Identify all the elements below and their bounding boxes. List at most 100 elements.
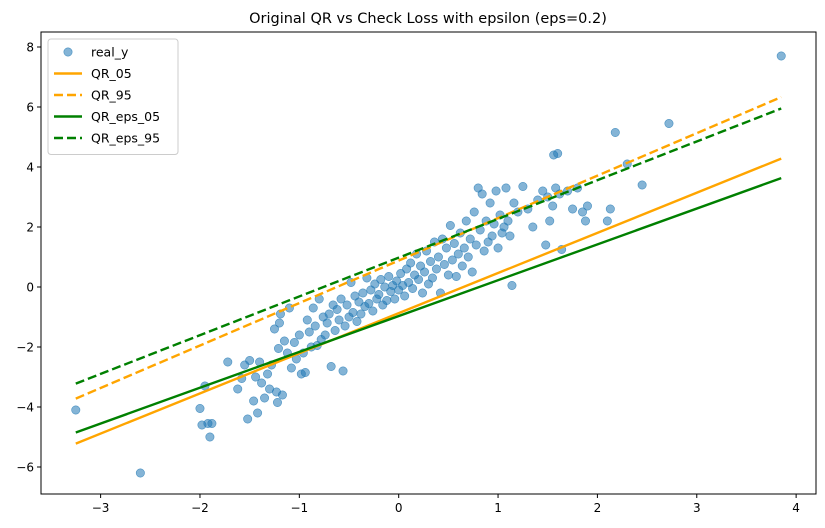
scatter-point [503,216,513,226]
scatter-point [348,307,358,317]
scatter-point [326,361,336,371]
scatter-point [469,207,479,217]
scatter-point [396,268,406,278]
scatter-point [414,274,424,284]
scatter-point [406,258,416,268]
scatter-point [330,325,340,335]
scatter-point [302,315,312,325]
scatter-point [505,231,515,241]
scatter-point [322,318,332,328]
legend-label: QR_eps_05 [91,109,160,124]
scatter-point [289,337,299,347]
legend-box [47,38,179,155]
x-tick-label: 0 [395,501,403,515]
scatter-point [243,414,253,424]
scatter-point [233,384,243,394]
scatter-point [420,267,430,277]
series-line-qr-eps-05 [75,176,782,434]
scatter-point [479,246,489,256]
scatter-point [445,221,455,231]
scatter-point [545,216,555,226]
legend-marker [63,47,73,57]
scatter-point [637,180,647,190]
x-tick-label: −2 [191,501,209,515]
scatter-point [485,198,495,208]
scatter-point [610,128,620,138]
scatter-point [342,300,352,310]
legend-label: real_y [91,45,129,60]
scatter-point [602,216,612,226]
y-tick-label: 8 [26,41,34,55]
scatter-point [580,216,590,226]
scatter-point [356,309,366,319]
scatter-point [324,309,334,319]
chart-title: Original QR vs Check Loss with epsilon (… [249,11,607,27]
scatter-point [320,330,330,340]
scatter-point [548,201,558,211]
scatter-point [279,336,289,346]
scatter-point [451,271,461,281]
scatter-point [358,288,368,298]
scatter-point [459,243,469,253]
scatter-point [467,267,477,277]
legend-label: QR_eps_95 [91,131,160,146]
scatter-point [205,432,215,442]
scatter-point [304,327,314,337]
scatter-point [453,249,463,259]
scatter-point [376,274,386,284]
x-tick-label: 3 [693,501,701,515]
legend: real_y QR_05 QR_95 QR_eps_05 QR_eps_95 [47,38,179,155]
scatter-point [538,186,548,196]
scatter-point [425,256,435,266]
scatter-point [364,298,374,308]
scatter-point [338,366,348,376]
scatter-point [392,276,402,286]
axes-frame [40,31,817,495]
scatter-point [274,318,284,328]
scatter-point [578,207,588,217]
scatter-point [207,418,217,428]
x-tick-label: 1 [494,501,502,515]
scatter-point [465,234,475,244]
scatter-point [461,216,471,226]
scatter-point [443,270,453,280]
scatter-point [463,252,473,262]
scatter-point [408,283,418,293]
y-tick-label: −4 [16,401,34,415]
scatter-point [332,304,342,314]
scatter-point [528,222,538,232]
scatter-point [664,119,674,129]
legend-label: QR_95 [91,88,132,103]
scatter-point [308,303,318,313]
scatter-point [433,252,443,262]
scatter-point [427,273,437,283]
scatter-point [354,297,364,307]
scatter-point [374,289,384,299]
scatter-point [384,271,394,281]
scatter-point [491,186,501,196]
x-tick-label: −1 [290,501,308,515]
scatter-point [277,390,287,400]
series-line-qr-95 [75,95,782,400]
scatter-point [605,204,615,214]
x-tick-label: −3 [92,501,110,515]
series-line-qr-05 [75,157,782,445]
scatter-point [541,240,551,250]
scatter-point [334,315,344,325]
plot-area [71,51,786,478]
y-tick-label: 4 [26,161,34,175]
scatter-point [294,330,304,340]
scatter-point [439,259,449,269]
scatter-point [352,316,362,326]
legend-label: QR_05 [91,66,132,81]
scatter-point [368,306,378,316]
scatter-point [253,408,263,418]
scatter-point [477,189,487,199]
scatter-point [568,204,578,214]
scatter-point [447,255,457,265]
scatter-point [300,367,310,377]
scatter-point [135,468,145,478]
scatter-point [260,393,270,403]
scatter-point [553,149,563,159]
series-line-qr-eps-95 [75,107,782,385]
